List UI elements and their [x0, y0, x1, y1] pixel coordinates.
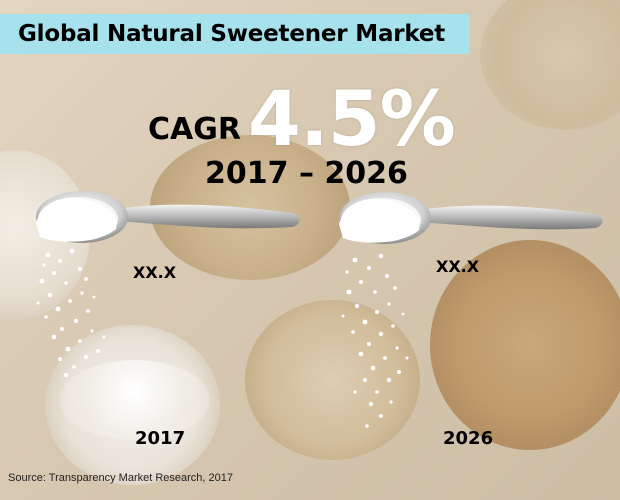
- source-note: Source: Transparency Market Research, 20…: [8, 472, 234, 484]
- cagr-value: 4.5%: [248, 74, 456, 163]
- sweetener-bowl-icon: [430, 240, 620, 450]
- sugar-pile-icon: [60, 360, 210, 440]
- cagr-label: CAGR: [148, 112, 241, 147]
- year-label-2017: 2017: [135, 428, 186, 449]
- title-bar: Global Natural Sweetener Market: [0, 14, 470, 54]
- spoon-icon: [36, 191, 300, 378]
- value-label-2026: XX.X: [436, 257, 480, 276]
- year-label-2026: 2026: [443, 428, 494, 449]
- value-label-2017: XX.X: [133, 263, 177, 282]
- spoon-icon: [339, 192, 603, 428]
- sweetener-bowl-icon: [480, 0, 620, 130]
- page-title: Global Natural Sweetener Market: [18, 21, 446, 47]
- forecast-period: 2017 – 2026: [205, 156, 408, 191]
